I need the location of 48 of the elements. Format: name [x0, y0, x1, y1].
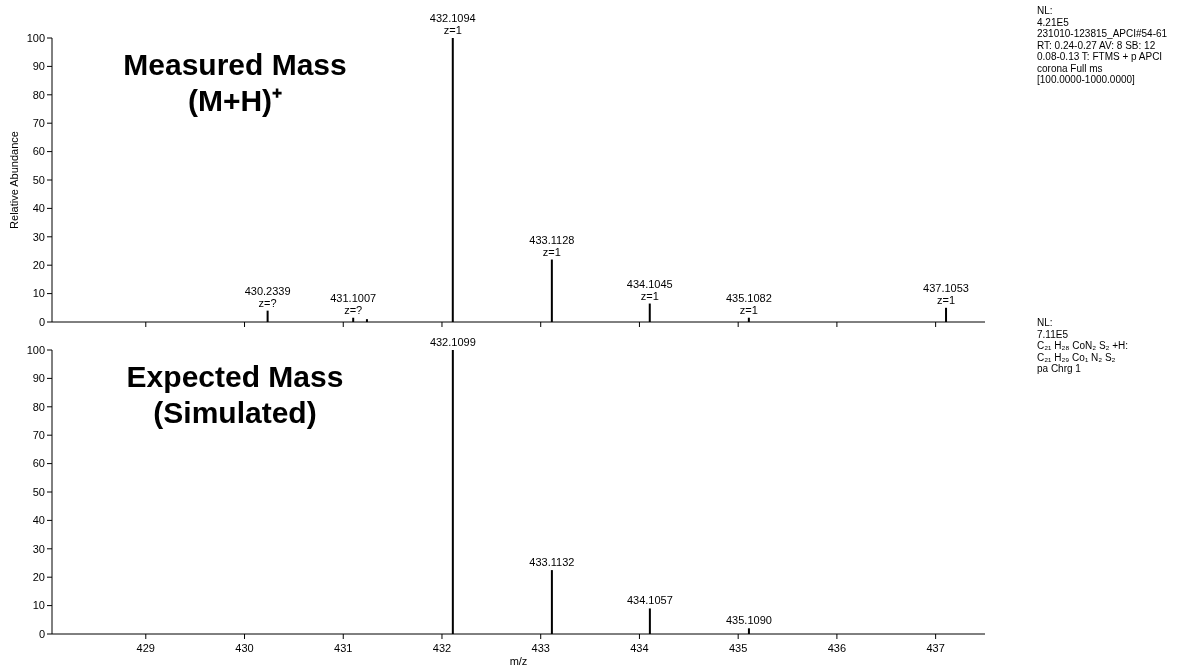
annotation: 432.1099 [429, 336, 476, 348]
y-tick-label: 50 [32, 485, 45, 498]
text: NL: 4.21E5 231010-123815_APCI#54-61 RT: 0.24-0.27 AV: 8 SB: 12 0.08-0.13 T: FTMS + p APCI corona Full ms [100.0000-1000.0000] [1037, 5, 1168, 85]
y-tick-label: 50 [32, 173, 45, 186]
y-tick-label: 80 [32, 400, 45, 413]
y-tick-label: 70 [32, 117, 45, 130]
y-tick-label: 40 [32, 202, 45, 215]
annotation: 431.1007 z=? [330, 291, 377, 316]
y-tick-label: 90 [32, 60, 45, 73]
y-tick-label: 80 [32, 88, 45, 101]
y-tick-label: 0 [38, 315, 45, 328]
annotation: 437.1053 z=1 [923, 281, 969, 306]
annotation: 432.1094 z=1 [429, 12, 476, 36]
annotation: 434.1057 [626, 594, 673, 607]
x-tick-label: 433 [531, 642, 550, 654]
y-tick-label: 10 [32, 287, 45, 300]
x-tick-label: 434 [630, 642, 649, 654]
annotation: 430.2339 z=? [244, 284, 291, 309]
y-tick-label: 30 [32, 230, 45, 243]
x-tick-label: 435 [728, 642, 748, 654]
y-tick-label: 0 [38, 627, 45, 640]
x-axis-title: m/z [509, 655, 528, 666]
y-tick-label: 70 [32, 429, 45, 442]
y-tick-label: 20 [32, 259, 45, 272]
annotation: 435.1082 z=1 [725, 291, 772, 316]
x-tick-label: 432 [432, 642, 452, 654]
y-axis-title: Relative Abundance [8, 131, 20, 229]
y-tick-label: 100 [26, 343, 45, 356]
y-tick-label: 20 [32, 571, 45, 584]
x-tick-label: 429 [136, 642, 155, 654]
text: Expected Mass (Simulated) [126, 360, 344, 429]
y-tick-label: 90 [32, 372, 45, 385]
y-tick-label: 30 [32, 542, 45, 555]
x-tick-label: 430 [235, 642, 254, 654]
annotation: 433.1128 z=1 [529, 233, 575, 258]
x-tick-label: 437 [926, 642, 945, 654]
x-tick-label: 436 [827, 642, 847, 654]
x-tick-label: 431 [334, 642, 353, 654]
annotation: 433.1132 [529, 556, 575, 569]
annotation: 435.1090 [725, 614, 772, 627]
y-tick-label: 60 [32, 457, 45, 470]
y-tick-label: 60 [32, 145, 45, 158]
y-tick-label: 100 [26, 31, 45, 44]
y-tick-label: 40 [32, 514, 45, 527]
annotation: 434.1045 z=1 [626, 277, 673, 302]
text: NL: 7.11E5 C₂₁ H₂₈ CoN₂ S₂ +H: C₂₁ H₂₉ Co₁ N₂ S₂ pa Chrg 1 [1037, 317, 1129, 374]
y-tick-label: 10 [32, 599, 45, 612]
text: Measured Mass (M+H)⁺ [123, 48, 347, 117]
